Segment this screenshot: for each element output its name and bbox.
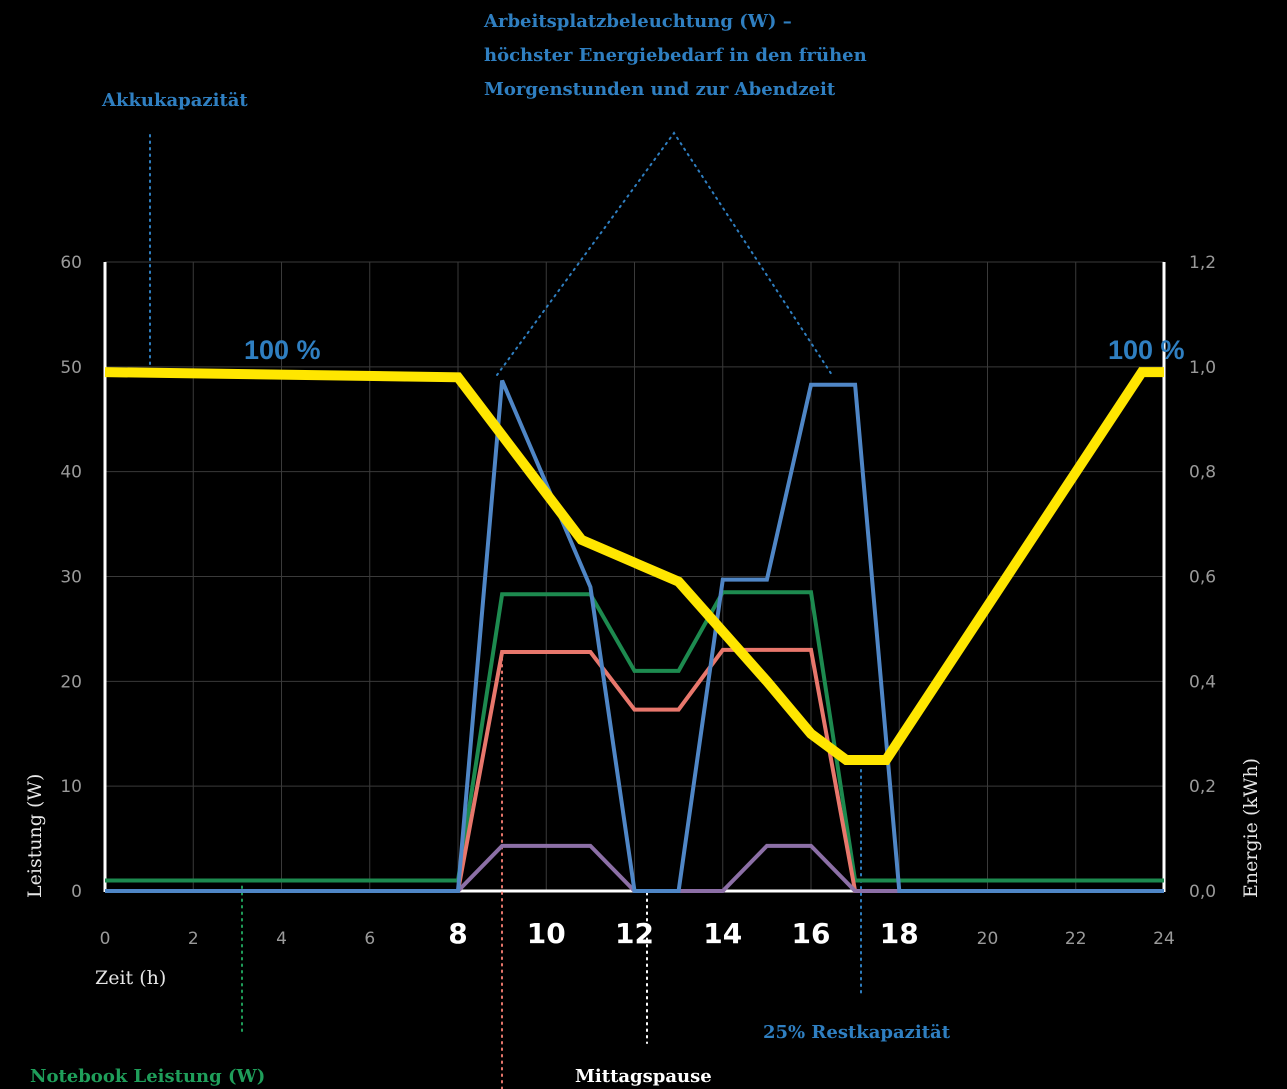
x-tick-label: 22 [1065, 929, 1087, 949]
y-tick-label-right: 0,4 [1189, 672, 1216, 692]
capacity-label-start: 100 % [244, 335, 321, 365]
x-tick-label: 12 [615, 917, 654, 950]
y-tick-label-left: 0 [71, 882, 82, 902]
notebook-label: Notebook Leistung (W) [30, 1066, 265, 1087]
y-axis-right-title: Energie (kWh) [1240, 758, 1262, 898]
battery-capacity-line [104, 367, 1164, 765]
x-tick-label: 8 [448, 917, 467, 950]
x-tick-label: 10 [527, 917, 566, 950]
y-tick-label-left: 40 [60, 463, 82, 483]
lighting-label-line-3: Morgenstunden und zur Abendzeit [484, 79, 836, 100]
x-tick-label: 18 [880, 917, 919, 950]
salmon-series-line [105, 647, 1164, 893]
lighting-power-line [105, 379, 1164, 893]
y-tick-label-left: 50 [60, 358, 82, 378]
annotation-guides [149, 131, 862, 1089]
y-tick-label-left: 10 [60, 777, 82, 797]
y-tick-label-right: 1,0 [1189, 358, 1216, 378]
x-tick-label: 0 [100, 929, 111, 949]
lighting-label-line-2: höchster Energiebedarf in den frühen [484, 45, 867, 66]
x-tick-label: 24 [1153, 929, 1175, 949]
y-tick-label-right: 0,2 [1189, 777, 1216, 797]
rest-capacity-label: 25% Restkapazität [763, 1022, 951, 1043]
lunch-break-label: Mittagspause [575, 1066, 712, 1087]
capacity-label-end: 100 % [1108, 335, 1185, 365]
x-tick-label: 4 [276, 929, 287, 949]
y-tick-label-left: 30 [60, 568, 82, 588]
guide-lighting [496, 131, 833, 376]
y-tick-label-right: 1,2 [1189, 253, 1216, 273]
tick-labels: 0 2 4 6 8 10 12 14 16 18 20 22 2401020304050600,00,2… [60, 253, 1216, 950]
annotation-labels: Akkukapazität Arbeitsplatzbeleuchtung (W… [24, 11, 1262, 1087]
x-axis-title: Zeit (h) [95, 967, 166, 989]
x-tick-label: 6 [364, 929, 375, 949]
y-tick-label-right: 0,0 [1189, 882, 1216, 902]
notebook-power-line [105, 590, 1164, 883]
akku-label: Akkukapazität [101, 90, 248, 111]
y-tick-label-right: 0,8 [1189, 463, 1216, 483]
y-tick-label-left: 60 [60, 253, 82, 273]
x-tick-label: 14 [703, 917, 742, 950]
y-tick-label-left: 20 [60, 672, 82, 692]
y-tick-label-right: 0,6 [1189, 568, 1216, 588]
lighting-label-line-1: Arbeitsplatzbeleuchtung (W) – [483, 11, 792, 32]
x-tick-label: 2 [188, 929, 199, 949]
x-tick-label: 16 [792, 917, 831, 950]
y-axis-left-title: Leistung (W) [24, 774, 46, 898]
x-tick-label: 20 [977, 929, 999, 949]
series-lines [104, 367, 1164, 893]
